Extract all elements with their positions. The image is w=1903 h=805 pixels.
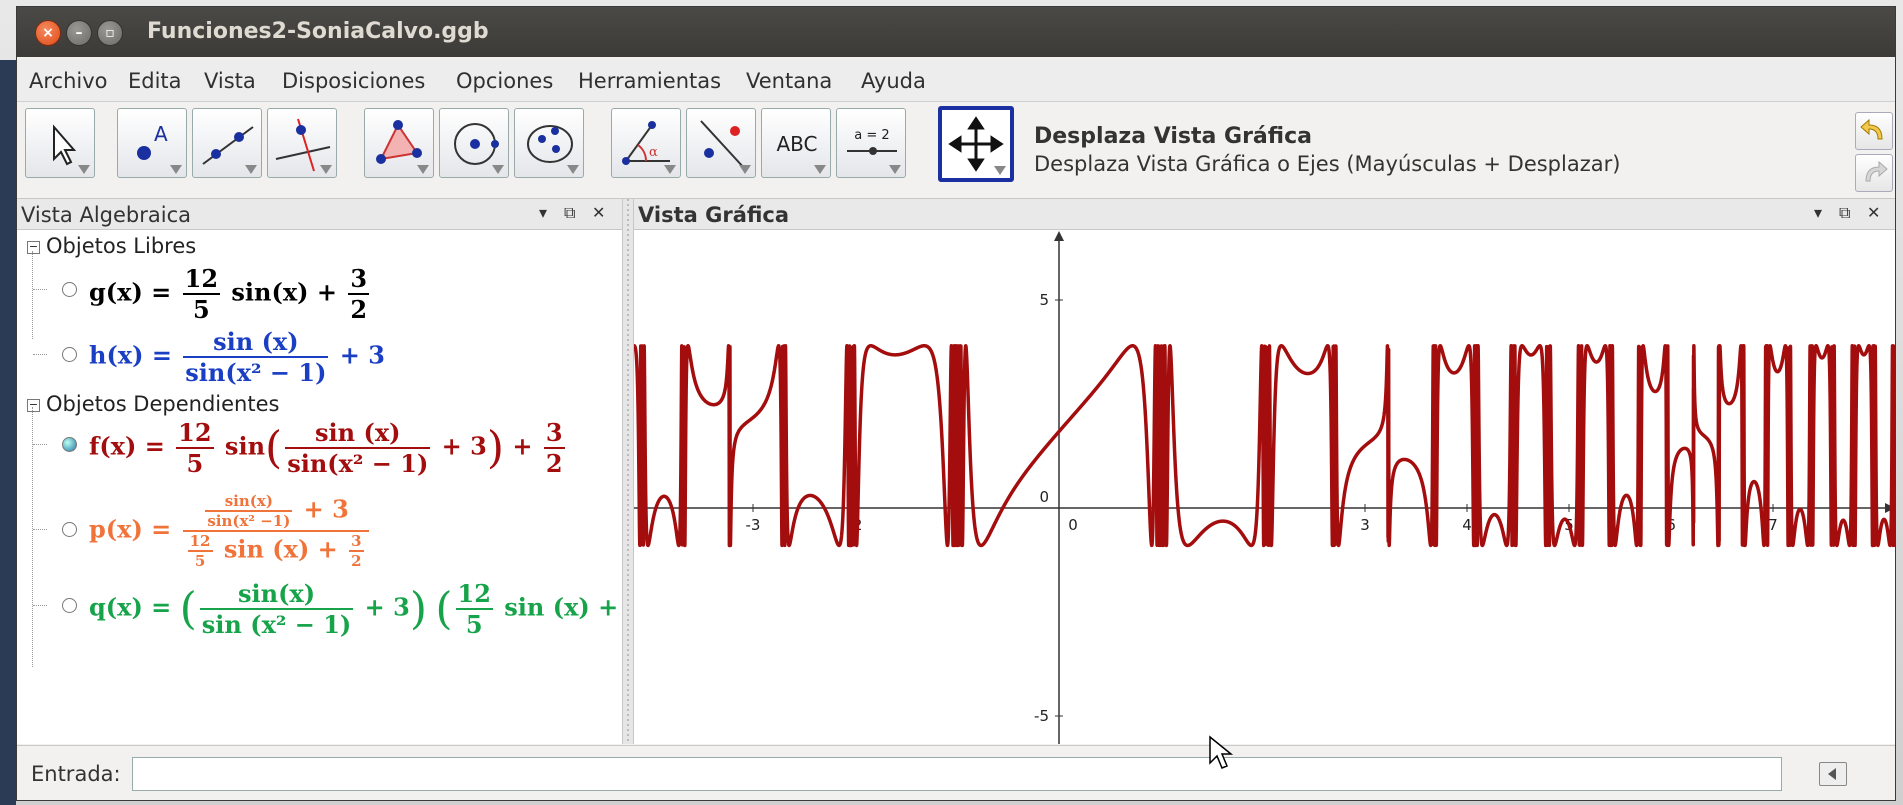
graphics-view[interactable]: Vista Gráfica ▾ ⧉ ✕ -3-20345671050-5 bbox=[634, 199, 1896, 744]
desktop-edge bbox=[0, 60, 16, 805]
algebra-view-menu-icon[interactable]: ▾ bbox=[539, 203, 548, 222]
tool-help-description: Desplaza Vista Gráfica o Ejes (Mayúscula… bbox=[1034, 152, 1621, 176]
tree-node-free-objects[interactable]: − Objetos Libres bbox=[27, 234, 197, 258]
tool-move[interactable] bbox=[25, 108, 95, 178]
algebra-view-close-icon[interactable]: ✕ bbox=[592, 203, 606, 222]
toolbar: A α ABC a = 2 Desplaza V bbox=[17, 102, 1895, 199]
menu-bar: Archivo Edita Vista Disposiciones Opcion… bbox=[17, 59, 1895, 102]
visibility-toggle-g[interactable] bbox=[62, 282, 77, 297]
maximize-icon: ▫ bbox=[105, 25, 115, 41]
input-help-toggle[interactable] bbox=[1819, 762, 1847, 786]
svg-text:A: A bbox=[154, 122, 168, 146]
tool-line[interactable] bbox=[192, 108, 262, 178]
minimize-window-button[interactable]: – bbox=[66, 20, 92, 46]
visibility-toggle-f[interactable] bbox=[62, 437, 77, 452]
input-bar: Entrada: bbox=[17, 745, 1895, 800]
tree-node-dependent-objects[interactable]: − Objetos Dependientes bbox=[27, 392, 280, 416]
tool-polygon[interactable] bbox=[364, 108, 434, 178]
visibility-toggle-p[interactable] bbox=[62, 522, 77, 537]
close-icon: × bbox=[42, 25, 54, 41]
move-arrow-icon bbox=[53, 124, 77, 166]
mouse-cursor-icon bbox=[1209, 735, 1234, 769]
expression-q[interactable]: q(x) = (sin(x) sin (x² − 1) + 3) (12 5 sin… bbox=[89, 579, 670, 639]
visibility-toggle-h[interactable] bbox=[62, 347, 77, 362]
menu-ventana[interactable]: Ventana bbox=[746, 69, 833, 93]
maximize-window-button[interactable]: ▫ bbox=[97, 20, 123, 46]
tool-help-title: Desplaza Vista Gráfica bbox=[1034, 124, 1312, 149]
polygon-icon bbox=[376, 120, 422, 164]
perpendicular-icon bbox=[275, 118, 331, 172]
menu-disposiciones[interactable]: Disposiciones bbox=[282, 69, 426, 93]
view-splitter[interactable] bbox=[622, 199, 634, 744]
point-icon: A bbox=[137, 122, 168, 160]
minimize-icon: – bbox=[75, 25, 83, 41]
redo-icon bbox=[1865, 160, 1888, 182]
tool-move-graphics-view[interactable] bbox=[938, 106, 1014, 182]
move-graphics-view-icon bbox=[948, 116, 1004, 172]
curve-f bbox=[634, 344, 1895, 548]
menu-edita[interactable]: Edita bbox=[128, 69, 182, 93]
menu-opciones[interactable]: Opciones bbox=[456, 69, 554, 93]
svg-text:α: α bbox=[649, 145, 658, 160]
algebra-view-header: Vista Algebraica ▾ ⧉ ✕ bbox=[17, 199, 622, 230]
graphics-view-close-icon[interactable]: ✕ bbox=[1867, 203, 1881, 222]
menu-herramientas[interactable]: Herramientas bbox=[578, 69, 722, 93]
window-title: Funciones2-SoniaCalvo.ggb bbox=[147, 19, 489, 44]
x-tick-label: -3 bbox=[746, 516, 761, 534]
line-icon bbox=[202, 126, 254, 165]
tool-conic[interactable] bbox=[514, 108, 584, 178]
circle-icon bbox=[454, 123, 499, 165]
menu-vista[interactable]: Vista bbox=[204, 69, 256, 93]
x-tick-label: 7 bbox=[1768, 516, 1778, 534]
slider-icon: a = 2 bbox=[847, 128, 897, 155]
function-plot[interactable]: -3-20345671050-5 bbox=[634, 229, 1896, 744]
tool-point[interactable]: A bbox=[117, 108, 187, 178]
reflect-icon bbox=[700, 120, 746, 170]
tool-text[interactable]: ABC bbox=[761, 108, 831, 178]
tool-reflect[interactable] bbox=[686, 108, 756, 178]
y-axis-arrow-icon bbox=[1054, 231, 1064, 241]
conic-icon bbox=[527, 125, 573, 163]
undo-button[interactable] bbox=[1855, 112, 1893, 150]
undo-icon bbox=[1860, 118, 1883, 140]
menu-archivo[interactable]: Archivo bbox=[29, 69, 108, 93]
input-field[interactable] bbox=[132, 757, 1782, 791]
y-tick-label: -5 bbox=[1034, 707, 1049, 725]
algebra-view: Vista Algebraica ▾ ⧉ ✕ − Objetos Libres g… bbox=[17, 199, 670, 744]
input-label: Entrada: bbox=[31, 762, 121, 786]
x-tick-label: 4 bbox=[1462, 516, 1472, 534]
expression-p[interactable]: p(x) = sin(x) sin(x² −1) + 3 12 5 sin (x) +… bbox=[89, 492, 372, 570]
svg-text:ABC: ABC bbox=[776, 132, 817, 156]
visibility-toggle-q[interactable] bbox=[62, 598, 77, 613]
y-tick-label: 0 bbox=[1039, 488, 1049, 506]
y-tick-label: 5 bbox=[1039, 291, 1049, 309]
x-tick-label: 0 bbox=[1068, 516, 1078, 534]
redo-button[interactable] bbox=[1855, 154, 1893, 192]
tool-angle[interactable]: α bbox=[611, 108, 681, 178]
graphics-view-menu-icon[interactable]: ▾ bbox=[1814, 203, 1823, 222]
algebra-view-title: Vista Algebraica bbox=[21, 203, 191, 227]
text-icon: ABC bbox=[776, 132, 817, 156]
graphics-view-undock-icon[interactable]: ⧉ bbox=[1839, 203, 1851, 222]
menu-ayuda[interactable]: Ayuda bbox=[861, 69, 926, 93]
expression-h[interactable]: h(x) = sin (x) sin(x² − 1) + 3 bbox=[89, 327, 385, 387]
app-window: × – ▫ Funciones2-SoniaCalvo.ggb Archivo … bbox=[16, 6, 1896, 801]
angle-icon: α bbox=[622, 121, 670, 165]
x-tick-label: 3 bbox=[1360, 516, 1370, 534]
graphics-view-title: Vista Gráfica bbox=[638, 203, 790, 227]
title-bar: × – ▫ Funciones2-SoniaCalvo.ggb bbox=[17, 7, 1895, 57]
close-window-button[interactable]: × bbox=[35, 20, 61, 46]
tool-perpendicular[interactable] bbox=[267, 108, 337, 178]
graphics-view-header: Vista Gráfica ▾ ⧉ ✕ bbox=[634, 199, 1895, 230]
svg-text:a = 2: a = 2 bbox=[854, 128, 889, 143]
tool-circle[interactable] bbox=[439, 108, 509, 178]
algebra-view-undock-icon[interactable]: ⧉ bbox=[564, 203, 576, 222]
expression-f[interactable]: f(x) = 12 5 sin(sin (x) sin(x² − 1) + 3) +… bbox=[89, 418, 565, 478]
tool-slider[interactable]: a = 2 bbox=[836, 108, 906, 178]
